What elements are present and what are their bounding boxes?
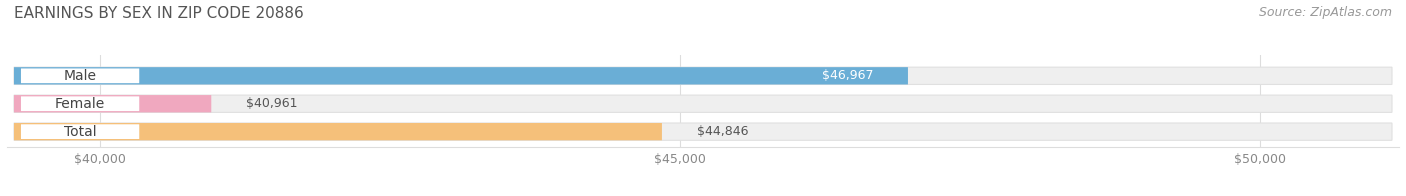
- FancyBboxPatch shape: [14, 95, 211, 112]
- FancyBboxPatch shape: [14, 95, 1392, 112]
- FancyBboxPatch shape: [14, 123, 662, 140]
- Text: Total: Total: [63, 125, 97, 139]
- FancyBboxPatch shape: [14, 67, 1392, 84]
- Text: Female: Female: [55, 97, 105, 111]
- FancyBboxPatch shape: [14, 67, 908, 84]
- Text: Male: Male: [63, 69, 97, 83]
- FancyBboxPatch shape: [14, 123, 1392, 140]
- Text: $40,961: $40,961: [246, 97, 298, 110]
- FancyBboxPatch shape: [21, 68, 139, 83]
- Text: $46,967: $46,967: [821, 69, 873, 82]
- FancyBboxPatch shape: [21, 96, 139, 111]
- Text: $44,846: $44,846: [697, 125, 748, 138]
- FancyBboxPatch shape: [21, 124, 139, 139]
- Text: EARNINGS BY SEX IN ZIP CODE 20886: EARNINGS BY SEX IN ZIP CODE 20886: [14, 6, 304, 21]
- Text: Source: ZipAtlas.com: Source: ZipAtlas.com: [1258, 6, 1392, 19]
